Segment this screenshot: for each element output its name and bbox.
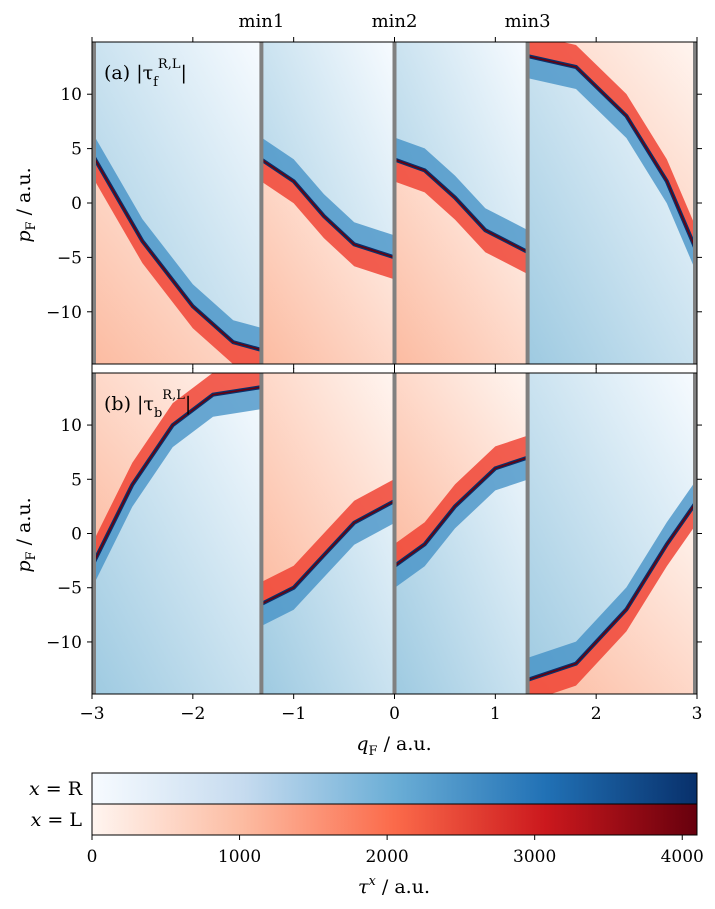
panel-a-ylabel: pF / a.u.: [13, 167, 39, 242]
colorbar-tick-label: 0: [87, 847, 98, 867]
colorbar-ticks: 0 1000 2000 3000 4000: [87, 835, 704, 867]
region-L: [261, 159, 395, 364]
y-tick-label: −10: [46, 633, 82, 653]
boundary-curve-inner: [527, 500, 697, 681]
y-tick-label: −5: [57, 579, 82, 599]
band-R: [527, 479, 697, 680]
band-L: [394, 159, 528, 274]
boundary-curve-inner: [92, 153, 262, 351]
x-tick-label: −1: [281, 704, 306, 724]
y-tick-label: −5: [57, 248, 82, 268]
region-L: [394, 159, 528, 364]
y-tick-label: 5: [71, 470, 82, 490]
colorbar-label-R: x = R: [29, 778, 83, 800]
colorbar-tick-label: 3000: [513, 847, 556, 867]
band-R: [394, 457, 528, 588]
panel-b-ylabel: pF / a.u.: [13, 497, 39, 572]
panel-b-xlabel: qF / a.u.: [356, 733, 431, 759]
band-R: [527, 56, 697, 274]
colorbar-tick-label: 4000: [661, 847, 704, 867]
y-tick-label: −10: [46, 303, 82, 323]
band-L: [527, 42, 697, 252]
region-L: [394, 373, 528, 566]
x-tick-label: 2: [591, 704, 602, 724]
boundary-curve-inner: [394, 158, 528, 253]
x-tick-label: −3: [79, 704, 104, 724]
min2-label: min2: [372, 11, 418, 32]
colorbar-blue-strip: [91, 772, 698, 805]
region-L: [92, 373, 262, 566]
colorbar-label-L: x = L: [31, 809, 83, 831]
band-R: [394, 137, 528, 252]
y-tick-label: 0: [71, 194, 82, 214]
boundary-curve-inner: [92, 386, 262, 567]
x-tick-label: 3: [692, 704, 703, 724]
boundary-curve-inner: [394, 456, 528, 567]
band-L: [92, 373, 262, 566]
colorbar-red-strip: [91, 803, 698, 836]
region-L: [527, 42, 697, 252]
band-R: [261, 501, 395, 626]
region-L: [527, 501, 697, 694]
panel-a-label: (a) |τfR,L|: [104, 57, 187, 90]
band-L: [261, 479, 395, 604]
band-R: [261, 137, 395, 258]
x-tick-label: 1: [490, 704, 501, 724]
band-L: [261, 159, 395, 280]
region-L: [92, 154, 262, 364]
colorbar-tick-label: 1000: [218, 847, 261, 867]
boundary-curve-inner: [527, 55, 697, 253]
panel-a: −10 −5 0 5 10: [46, 37, 702, 369]
colorbar-xlabel: τx / a.u.: [358, 874, 430, 898]
x-tick-label: 0: [389, 704, 400, 724]
min1-label: min1: [238, 11, 284, 32]
band-R: [92, 132, 262, 350]
band-R: [92, 387, 262, 588]
colorbar-tick-label: 2000: [365, 847, 408, 867]
y-tick-label: 10: [60, 85, 82, 105]
y-tick-label: 5: [71, 140, 82, 160]
x-tick-label: −2: [180, 704, 205, 724]
boundary-curve-inner: [261, 500, 395, 605]
region-L: [261, 373, 395, 604]
y-tick-label: 10: [60, 416, 82, 436]
min3-label: min3: [505, 11, 551, 32]
y-tick-label: 0: [71, 525, 82, 545]
minima-labels: min1 min2 min3: [238, 11, 550, 32]
panel-b-label: (b) |τbR,L|: [104, 388, 191, 421]
boundary-curve-inner: [260, 158, 395, 259]
colorbar: x = R x = L 0 1000 2000 3000 4000 τx / a.u.: [29, 772, 704, 898]
